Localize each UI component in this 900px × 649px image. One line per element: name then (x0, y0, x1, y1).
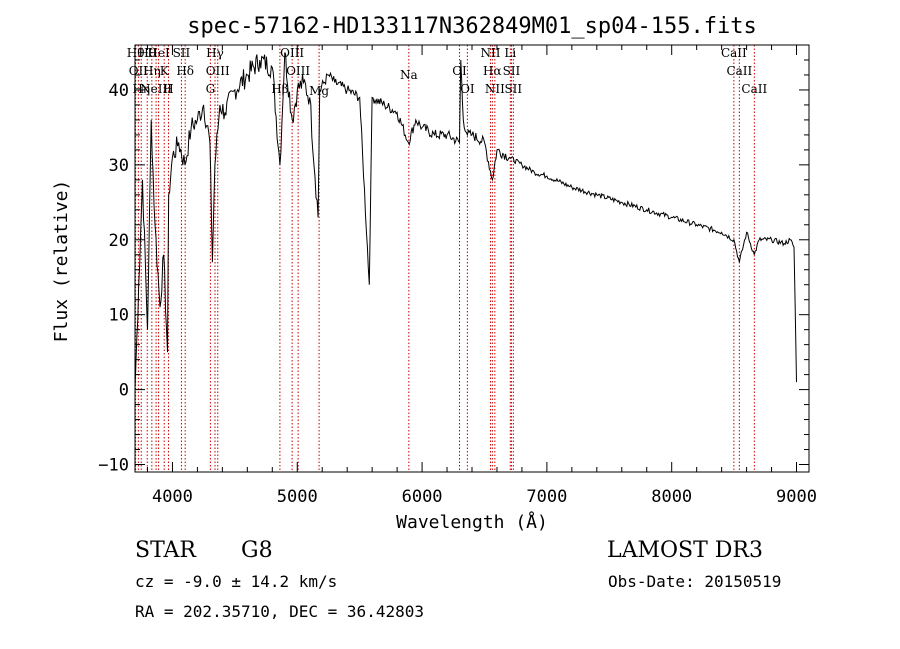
line-label: Hη (132, 82, 150, 96)
y-tick-label: −10 (98, 456, 129, 476)
x-axis-label: Wavelength (Å) (396, 511, 548, 533)
line-label: Li (504, 46, 516, 60)
line-label: Hθ (138, 46, 156, 60)
x-tick-label: 4000 (152, 487, 193, 507)
line-label: NII (485, 82, 505, 96)
line-label: H (163, 82, 173, 96)
line-label: Hγ (206, 46, 224, 60)
line-label: Hδ (176, 64, 194, 78)
line-label: Hθ (127, 46, 145, 60)
redshift-readout: cz = -9.0 ± 14.2 km/s (135, 572, 338, 591)
x-tick-label: 6000 (402, 487, 443, 507)
x-tick-label: 8000 (651, 487, 692, 507)
emission-line-labels: HθOIIHηHθHηNeIIIHeIKHSIIHδGHγOIIIHβOIIIO… (127, 46, 768, 98)
y-tick-label: 30 (109, 156, 129, 176)
line-label: Hα (483, 64, 502, 78)
line-label: K (160, 64, 170, 78)
y-tick-label: 0 (119, 381, 129, 401)
line-label: CaII (741, 82, 767, 96)
line-label: CaII (721, 46, 747, 60)
line-label: OIII (286, 64, 310, 78)
x-tick-label: 7000 (526, 487, 567, 507)
line-label: SII (173, 46, 191, 60)
y-axis-label: Flux (relative) (51, 180, 72, 343)
line-label: OIII (206, 64, 230, 78)
flux-series-line (134, 52, 797, 390)
x-tick-label: 9000 (776, 487, 817, 507)
emission-line-markers (135, 45, 755, 472)
line-label: CaII (726, 64, 752, 78)
line-label: OII (129, 64, 149, 78)
y-tick-label: 10 (109, 306, 129, 326)
object-subclass: G8 (241, 538, 273, 563)
sky-coordinates: RA = 202.35710, DEC = 36.42803 (135, 602, 424, 621)
line-label: SII (503, 64, 521, 78)
line-label: G (206, 82, 216, 96)
line-label: SII (504, 82, 522, 96)
survey-name: LAMOST DR3 (607, 538, 763, 563)
line-label: HeI (147, 46, 170, 60)
line-label: OI (460, 82, 475, 96)
axis-ticks: 4000 5000 6000 7000 8000 9000 −10 0 10 20 30 40 (98, 45, 817, 507)
plot-frame (134, 44, 810, 473)
line-label: Hβ (271, 82, 288, 96)
line-label: NeIII (140, 82, 172, 96)
x-tick-label: 5000 (277, 487, 318, 507)
object-class: STAR (135, 538, 196, 563)
line-label: OI (452, 64, 467, 78)
observation-date: Obs-Date: 20150519 (608, 572, 782, 591)
line-label: Hη (143, 64, 161, 78)
y-tick-label: 20 (109, 231, 129, 251)
line-label: OIII (280, 46, 304, 60)
chart-title: spec-57162-HD133117N362849M01_sp04-155.f… (187, 14, 757, 39)
line-label: Na (400, 68, 418, 82)
line-label: NII (480, 46, 500, 60)
y-tick-label: 40 (109, 81, 129, 101)
